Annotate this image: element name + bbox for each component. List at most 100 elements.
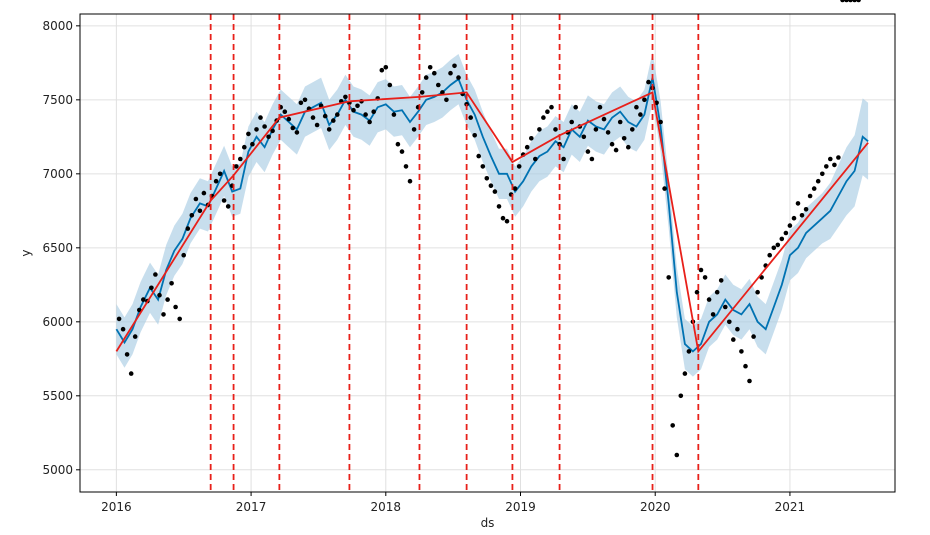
observed-point: [710, 312, 716, 317]
observed-point: [642, 97, 647, 103]
observed-point: [387, 82, 393, 88]
observed-point: [221, 198, 227, 203]
observed-point: [605, 130, 611, 135]
observed-point: [476, 153, 482, 159]
observed-point: [674, 452, 680, 458]
observed-point: [480, 164, 486, 169]
observed-point: [553, 127, 558, 132]
observed-point: [193, 196, 199, 202]
observed-point: [298, 100, 304, 106]
observed-point: [213, 178, 219, 184]
observed-point: [504, 218, 510, 224]
observed-point: [561, 156, 566, 162]
observed-point: [630, 127, 635, 132]
observed-point: [302, 97, 308, 103]
observed-point: [391, 112, 397, 117]
observed-point: [335, 112, 340, 117]
observed-point: [500, 215, 506, 221]
observed-point: [270, 128, 275, 134]
x-axis-label: ds: [481, 516, 495, 530]
observed-point: [440, 90, 445, 95]
observed-point: [282, 109, 288, 114]
observed-point: [840, 0, 845, 3]
observed-point: [468, 115, 474, 120]
observed-point: [609, 141, 615, 147]
y-tick-label: 7500: [42, 93, 73, 107]
observed-point: [423, 75, 429, 80]
observed-point: [258, 115, 263, 120]
observed-point: [395, 141, 401, 147]
observed-point: [217, 171, 223, 177]
observed-point: [755, 289, 760, 295]
observed-point: [524, 144, 530, 150]
observed-point: [383, 65, 389, 70]
observed-point: [403, 164, 409, 169]
x-tick-label: 2020: [640, 500, 671, 514]
observed-point: [799, 213, 805, 218]
trend-line: [115, 91, 869, 354]
observed-point: [286, 116, 292, 122]
observed-point: [593, 127, 599, 132]
uncertainty-band: [116, 52, 869, 377]
observed-point: [533, 156, 538, 162]
observed-point: [698, 267, 704, 273]
observed-point: [545, 109, 550, 114]
observed-point: [767, 252, 772, 258]
observed-point: [589, 156, 595, 162]
observed-point: [828, 156, 833, 162]
observed-point: [173, 304, 178, 310]
x-tick-label: 2017: [236, 500, 267, 514]
observed-point: [189, 213, 195, 218]
observed-point: [856, 0, 861, 3]
observed-point: [165, 297, 170, 302]
observed-point: [254, 127, 259, 132]
observed-point: [747, 378, 752, 384]
observed-point: [436, 82, 441, 88]
observed-point: [549, 104, 554, 110]
observed-point: [739, 349, 744, 354]
forecast-line-group: [115, 77, 869, 353]
observed-point: [262, 124, 267, 129]
observed-point: [541, 115, 546, 120]
observed-point: [427, 65, 433, 70]
observed-point: [407, 178, 413, 184]
observed-point: [294, 130, 300, 135]
observed-point: [718, 278, 724, 283]
observed-point: [634, 104, 639, 110]
observed-point: [132, 334, 138, 339]
observed-point: [537, 127, 542, 132]
observed-point: [246, 131, 251, 137]
observed-point: [419, 90, 425, 95]
observed-point: [456, 75, 461, 80]
observed-point: [682, 371, 688, 376]
observed-point: [795, 201, 801, 206]
observed-point: [581, 134, 587, 140]
observed-point: [399, 149, 405, 154]
observed-point: [820, 171, 825, 177]
observed-point: [807, 193, 813, 199]
y-tick-label: 6000: [42, 315, 73, 329]
observed-point: [290, 125, 296, 131]
observed-point: [116, 316, 122, 322]
observed-point: [120, 326, 126, 332]
observed-point: [771, 245, 777, 251]
observed-point: [621, 136, 627, 141]
observed-point: [411, 127, 417, 132]
observed-point: [824, 164, 829, 169]
observed-point: [731, 337, 736, 342]
observed-point: [832, 162, 837, 168]
observed-point: [646, 79, 651, 85]
observed-point: [727, 319, 732, 325]
observed-point: [379, 67, 385, 73]
x-axis: 2016 2017 2018 2019 2020 2021: [101, 492, 805, 514]
observed-point: [177, 316, 182, 322]
observed-point: [234, 164, 239, 169]
observed-point: [351, 107, 356, 113]
observed-point: [848, 0, 853, 3]
observed-point: [573, 104, 578, 110]
y-tick-label: 6500: [42, 241, 73, 255]
observed-point: [743, 363, 748, 369]
observed-point: [613, 147, 619, 153]
observed-point: [787, 223, 793, 228]
observed-point: [492, 189, 498, 194]
